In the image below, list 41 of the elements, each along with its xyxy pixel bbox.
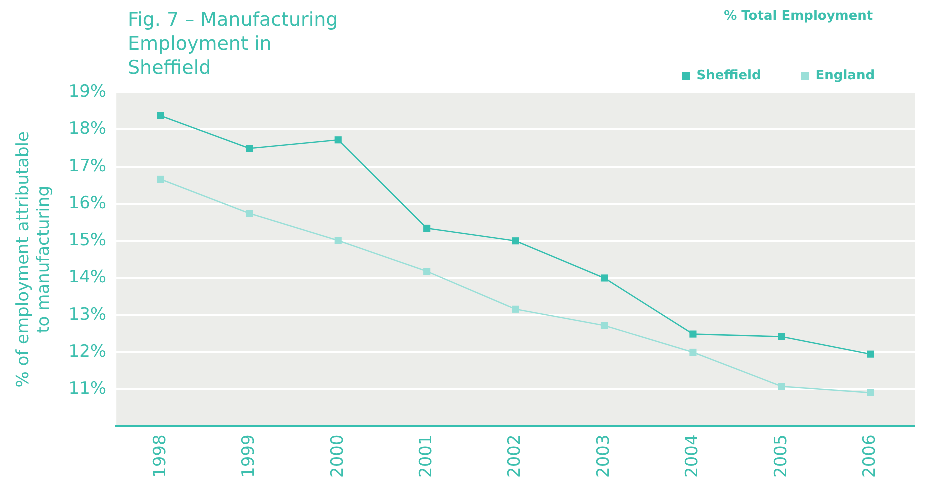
x-tick-label: 2000 [328, 434, 348, 478]
point [512, 306, 520, 313]
x-tick-label: 1998 [150, 434, 170, 478]
x-tick-label: 2006 [860, 434, 880, 478]
y-tick-label: 13% [68, 304, 107, 325]
point [334, 237, 342, 244]
x-tick-label: 2004 [682, 434, 703, 478]
legend-label: England [816, 68, 876, 84]
y-tick-label: 19% [68, 82, 107, 102]
x-tick-label: 2005 [771, 434, 792, 478]
y-axis-title: % of employment attributable to manufacturing [14, 132, 54, 388]
point [690, 330, 697, 338]
point [424, 268, 431, 276]
y-tick-label: 18% [68, 119, 107, 140]
y-tick-label: 14% [68, 268, 107, 288]
y-tick-label: 17% [68, 156, 107, 176]
x-tick-label: 2002 [505, 434, 526, 478]
y-tick-label: 15% [68, 230, 107, 251]
legend-label: Sheffield [696, 68, 762, 84]
point [778, 383, 786, 390]
point [600, 274, 608, 282]
chart-title: Fig. 7 – Manufacturing Employment in Sheffield [128, 8, 340, 80]
point [512, 238, 520, 245]
y-tick-label: 11% [68, 379, 107, 400]
point [157, 112, 164, 120]
x-tick-label: 2003 [594, 434, 614, 478]
x-tick-label: 2001 [416, 434, 436, 478]
y-tick-label: 12% [68, 342, 107, 362]
point [424, 224, 431, 232]
point [334, 136, 342, 144]
point [778, 333, 786, 340]
legend-title: % Total Employment [724, 8, 874, 24]
y-tick-label: 16% [68, 193, 107, 214]
point [867, 350, 874, 358]
point [157, 176, 164, 184]
point [867, 389, 874, 396]
point [600, 322, 608, 330]
x-tick-label: 1999 [239, 434, 260, 478]
point [690, 348, 697, 356]
point [246, 145, 254, 152]
point [246, 210, 254, 218]
